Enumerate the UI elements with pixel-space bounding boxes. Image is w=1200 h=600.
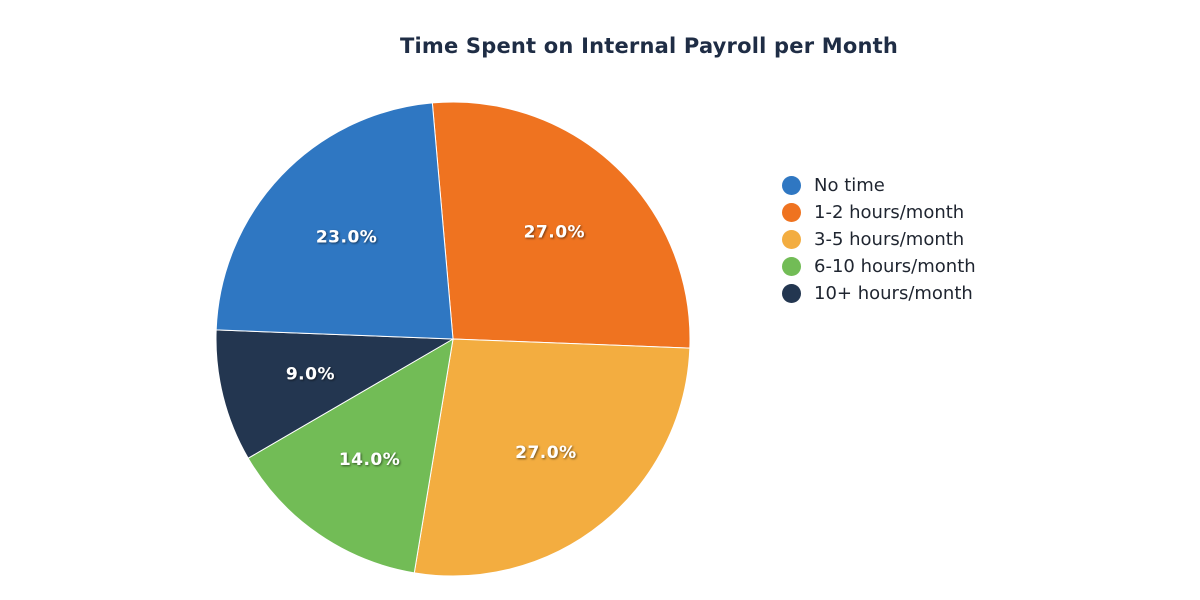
legend-item-2[interactable]: 3-5 hours/month [782,226,976,253]
legend-item-1[interactable]: 1-2 hours/month [782,199,976,226]
slice-label-2: 14.0% [339,450,400,470]
legend: No time 1-2 hours/month 3-5 hours/month 6-1… [782,172,976,307]
legend-item-3[interactable]: 6-10 hours/month [782,253,976,280]
legend-swatch [782,203,801,222]
legend-swatch [782,230,801,249]
pie-slice-4 [215,102,454,340]
slice-label-0: 27.0% [524,223,585,243]
legend-item-4[interactable]: 10+ hours/month [782,280,976,307]
legend-item-0[interactable]: No time [782,172,976,199]
legend-swatch [782,257,801,276]
slice-label-1: 27.0% [515,443,576,463]
pie-slice-3 [215,329,455,459]
slice-label-4: 23.0% [316,228,377,248]
legend-label: 10+ hours/month [814,283,973,304]
legend-swatch [782,176,801,195]
legend-label: No time [814,175,885,196]
pie-slice-1 [413,338,691,577]
chart-title: Time Spent on Internal Payroll per Month [399,34,899,58]
pie-slice-0 [431,101,691,349]
legend-swatch [782,284,801,303]
pie-slice-2 [247,338,454,574]
legend-label: 3-5 hours/month [814,229,965,250]
legend-label: 6-10 hours/month [814,256,976,277]
legend-label: 1-2 hours/month [814,202,965,223]
slice-label-3: 9.0% [286,365,335,385]
